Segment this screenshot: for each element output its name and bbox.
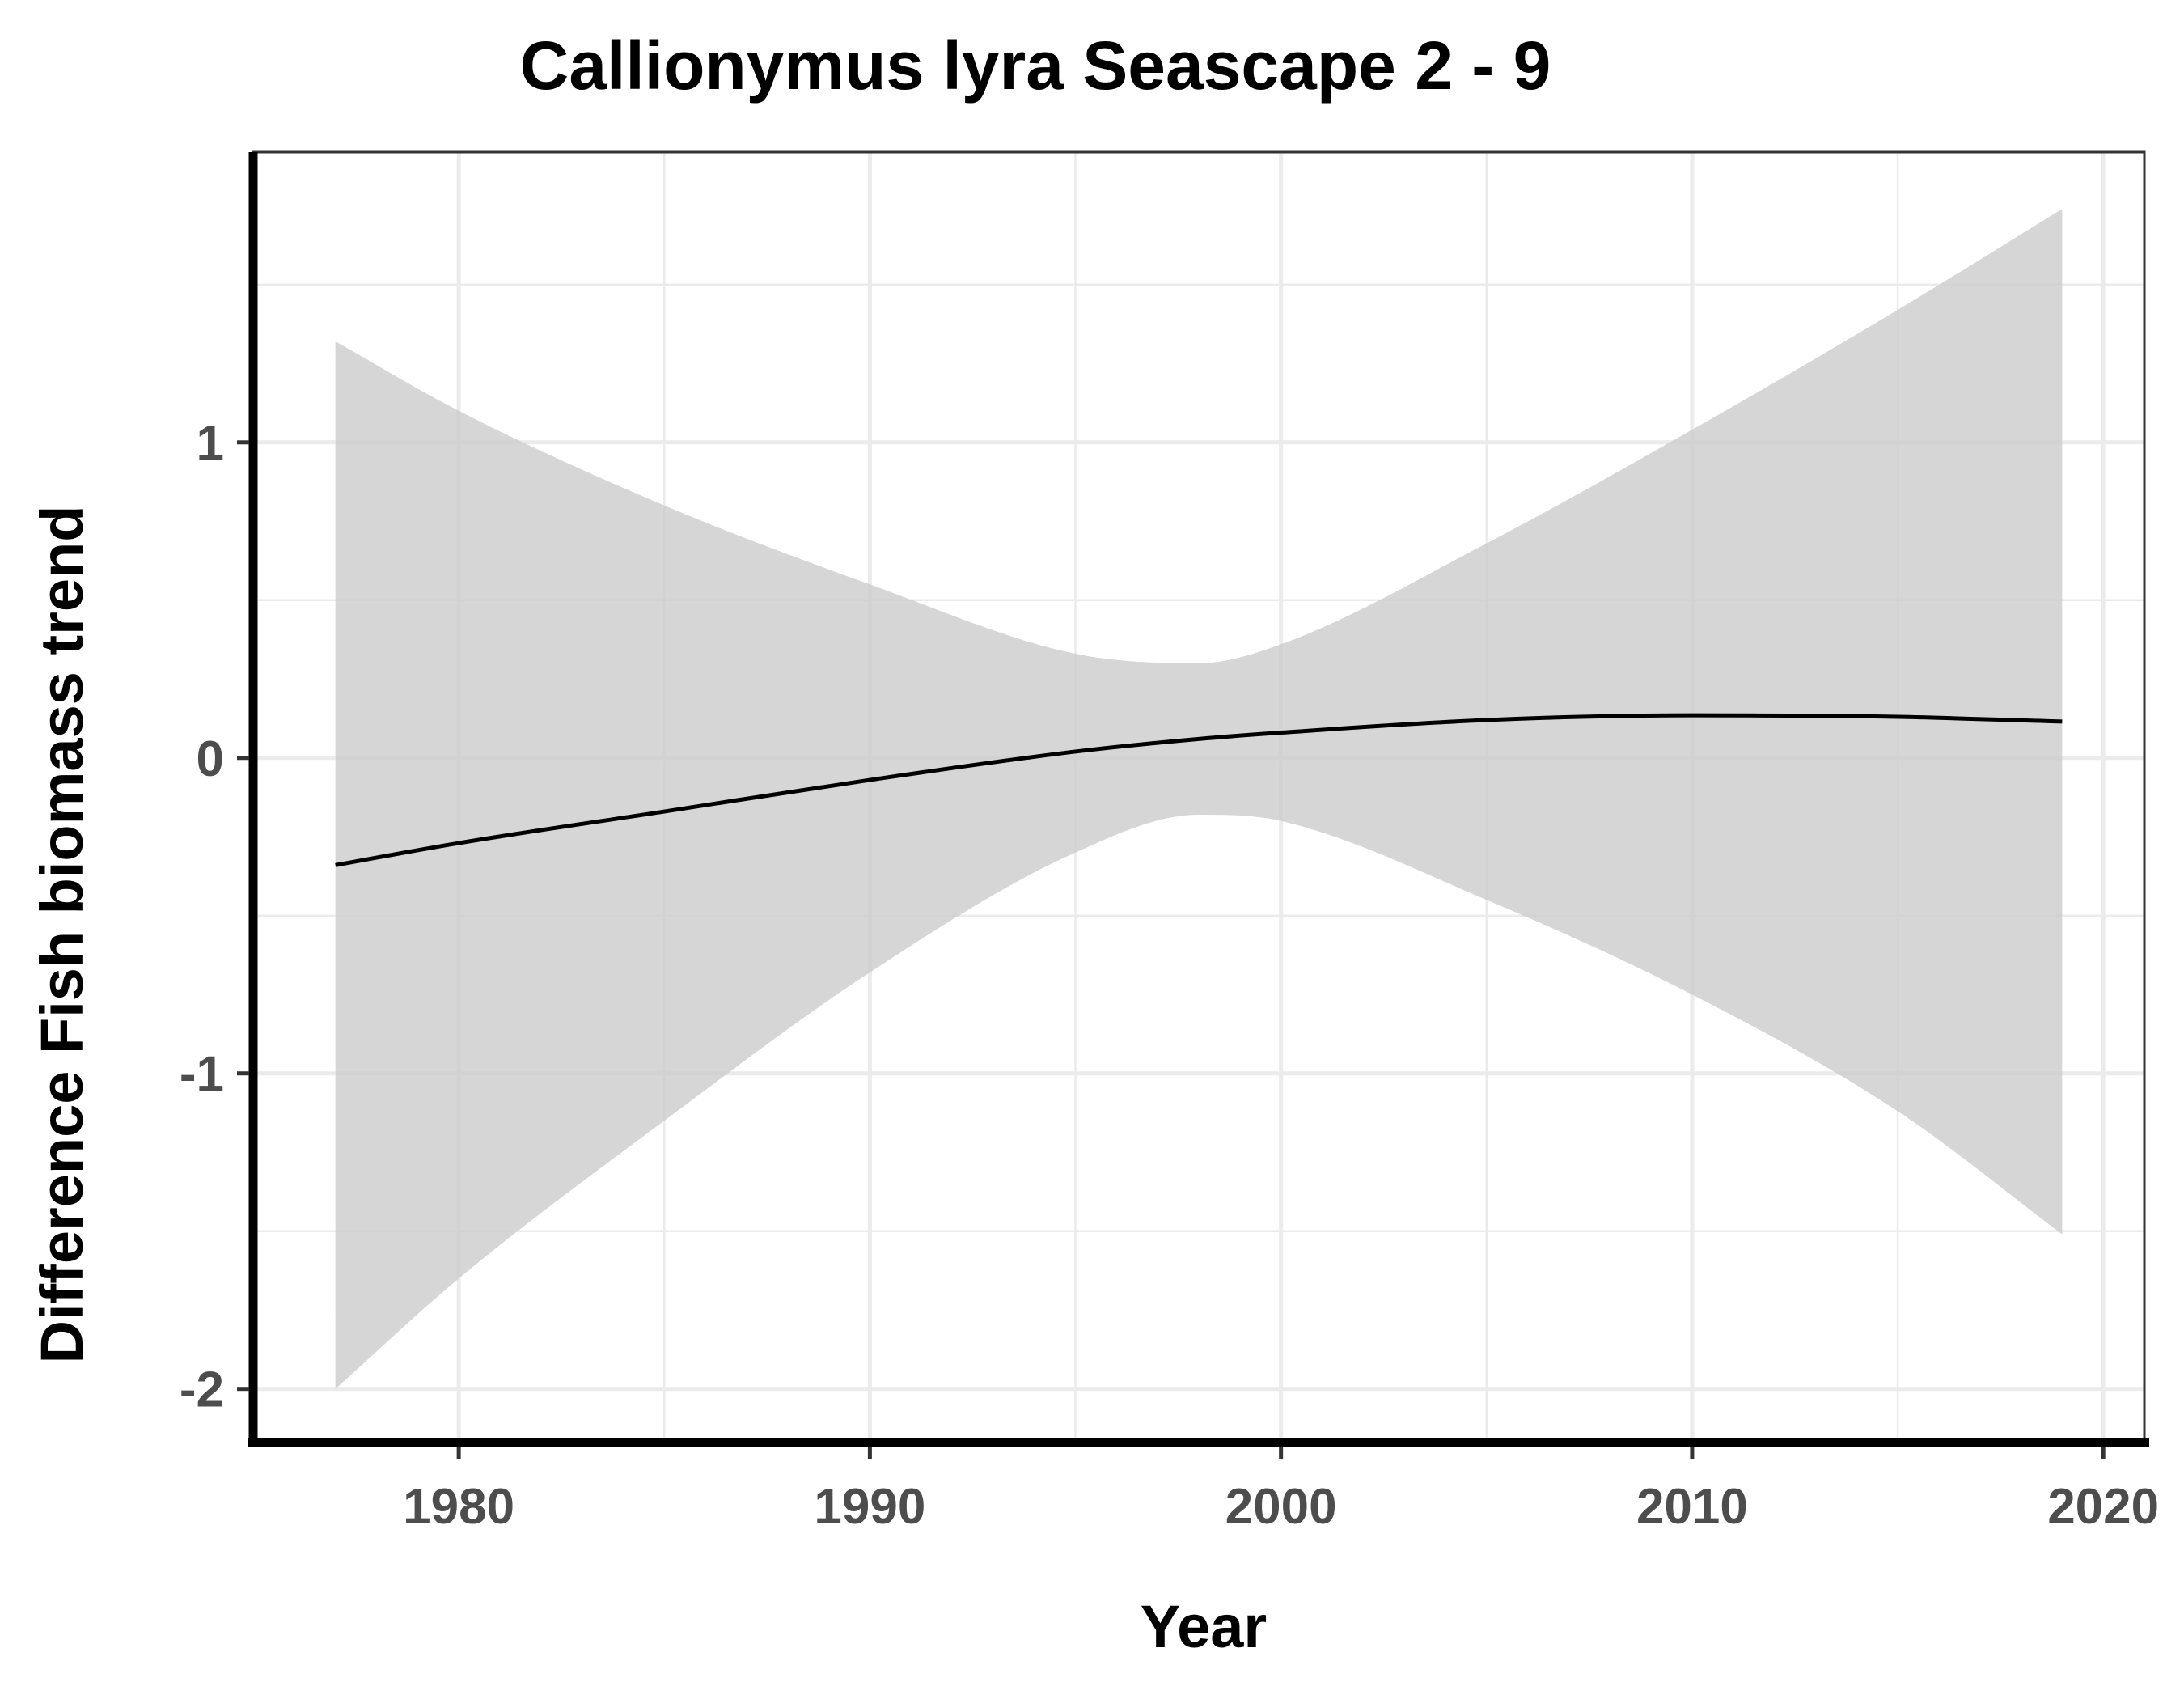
confidence-ribbon [335,209,2063,1389]
y-axis-ticks: -2 -1 0 1 [180,416,249,1418]
y-tick-label: 1 [197,416,224,472]
x-axis-ticks: 1980 1990 2000 2010 2020 [403,1447,2159,1535]
x-tick-label: 1980 [403,1479,514,1535]
x-axis-title: Year [1141,1593,1267,1660]
x-tick-label: 2010 [1636,1479,1748,1535]
y-tick-label: -1 [180,1047,224,1103]
trend-line [335,713,2063,867]
y-tick-label: 0 [197,731,224,787]
x-tick-label: 2000 [1225,1479,1337,1535]
y-axis-title: Difference Fish biomass trend [28,506,95,1364]
y-tick-label: -2 [180,1362,224,1418]
x-tick-label: 1990 [814,1479,925,1535]
x-tick-label: 2020 [2047,1479,2159,1535]
chart-title: Callionymus lyra Seascape 2 - 9 [520,28,1551,104]
